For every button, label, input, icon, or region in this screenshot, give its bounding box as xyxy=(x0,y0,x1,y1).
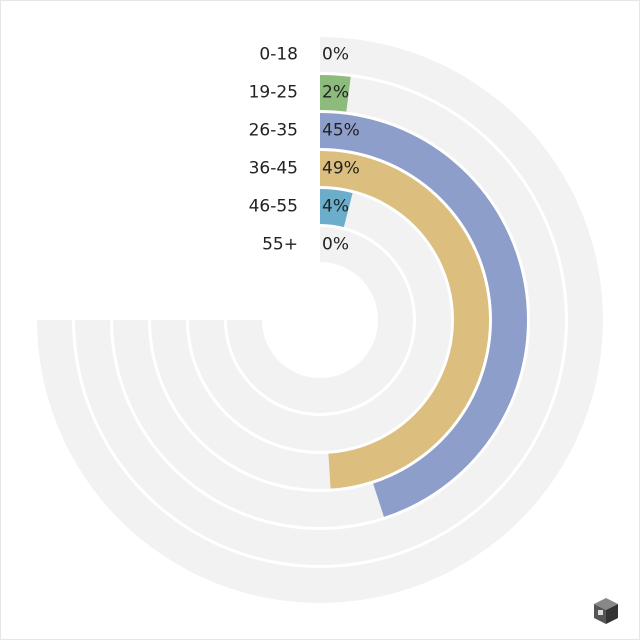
value-label: 2% xyxy=(322,83,349,103)
logo-icon xyxy=(594,598,618,624)
value-label: 0% xyxy=(322,235,349,255)
bar xyxy=(320,189,353,228)
labels: 0-18 0% 19-25 2% 26-35 45% 36-45 49% 46-55 4% 55+ 0… xyxy=(249,45,360,255)
category-label: 19-25 xyxy=(249,83,298,103)
category-label: 0-18 xyxy=(259,45,298,65)
bar xyxy=(320,113,528,517)
track xyxy=(227,227,413,413)
value-label: 0% xyxy=(322,45,349,65)
bar xyxy=(320,151,489,489)
category-label: 55+ xyxy=(262,235,298,255)
tracks xyxy=(37,37,603,603)
value-label: 45% xyxy=(322,121,360,141)
category-label: 46-55 xyxy=(249,197,298,217)
bars xyxy=(320,75,528,517)
category-label: 36-45 xyxy=(249,159,298,179)
value-label: 4% xyxy=(322,197,349,217)
value-label: 49% xyxy=(322,159,360,179)
category-label: 26-35 xyxy=(249,121,298,141)
bar xyxy=(320,75,351,112)
